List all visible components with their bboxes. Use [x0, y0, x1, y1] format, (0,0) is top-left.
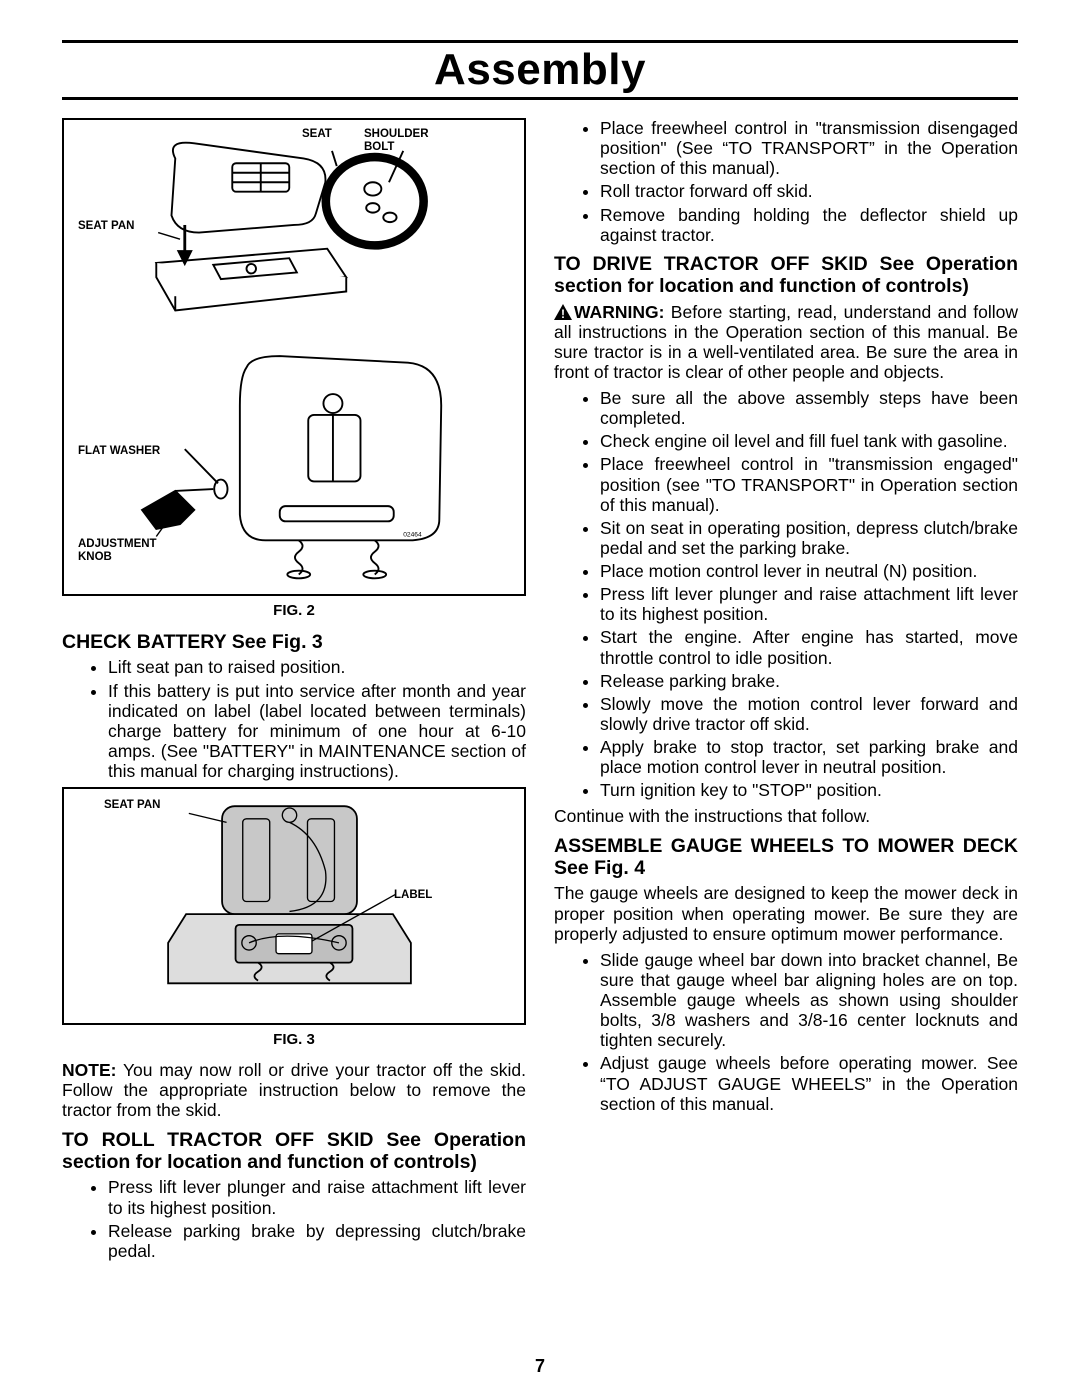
- figure-3-caption: FIG. 3: [62, 1031, 526, 1048]
- gauge-wheels-heading: ASSEMBLE GAUGE WHEELS TO MOWER DECK See …: [554, 835, 1018, 880]
- warning-icon: !: [554, 304, 572, 320]
- list-item: Check engine oil level and fill fuel tan…: [600, 431, 1018, 451]
- list-item: Roll tractor forward off skid.: [600, 181, 1018, 201]
- page-number: 7: [0, 1356, 1080, 1377]
- page-title: Assembly: [62, 45, 1018, 97]
- drive-off-skid-list: Be sure all the above assembly steps hav…: [554, 388, 1018, 800]
- list-item: Start the engine. After engine has start…: [600, 627, 1018, 667]
- note-label: NOTE:: [62, 1060, 116, 1080]
- fig2-label-seat-pan: SEAT PAN: [78, 220, 134, 233]
- list-item: Place freewheel control in "transmission…: [600, 454, 1018, 514]
- list-item: Release parking brake by depressing clut…: [108, 1221, 526, 1261]
- gauge-wheels-list: Slide gauge wheel bar down into bracket …: [554, 950, 1018, 1114]
- fig2-label-shoulder-bolt: SHOULDER BOLT: [364, 128, 434, 153]
- list-item: Be sure all the above assembly steps hav…: [600, 388, 1018, 428]
- list-item: Remove banding holding the deflector shi…: [600, 205, 1018, 245]
- left-column: SEAT SHOULDER BOLT SEAT PAN FLAT WASHER …: [62, 118, 526, 1267]
- check-battery-list: Lift seat pan to raised position. If thi…: [62, 657, 526, 781]
- fig2-label-adjustment-knob: ADJUSTMENT KNOB: [78, 538, 168, 563]
- two-column-layout: SEAT SHOULDER BOLT SEAT PAN FLAT WASHER …: [62, 118, 1018, 1267]
- svg-text:02464: 02464: [403, 532, 422, 539]
- list-item: Press lift lever plunger and raise attac…: [108, 1177, 526, 1217]
- rule-top: [62, 40, 1018, 43]
- warning-label: WARNING:: [574, 302, 664, 322]
- fig2-label-seat: SEAT: [302, 128, 332, 141]
- list-item: Turn ignition key to "STOP" position.: [600, 780, 1018, 800]
- svg-text:!: !: [561, 307, 565, 320]
- list-item: If this battery is put into service afte…: [108, 681, 526, 782]
- fig3-label-label: LABEL: [394, 889, 432, 902]
- figure-3-svg: [74, 799, 514, 1013]
- rule-bottom: [62, 97, 1018, 100]
- warning-paragraph: ! WARNING: Before starting, read, unders…: [554, 302, 1018, 383]
- list-item: Sit on seat in operating position, depre…: [600, 518, 1018, 558]
- figure-2-svg: 02464: [74, 130, 514, 584]
- list-item: Slide gauge wheel bar down into bracket …: [600, 950, 1018, 1051]
- fig2-label-flat-washer: FLAT WASHER: [78, 445, 160, 458]
- check-battery-heading: CHECK BATTERY See Fig. 3: [62, 631, 526, 653]
- roll-off-skid-list: Press lift lever plunger and raise attac…: [62, 1177, 526, 1261]
- top-continuation-list: Place freewheel control in "transmission…: [554, 118, 1018, 245]
- continue-text: Continue with the instructions that foll…: [554, 806, 1018, 826]
- figure-2-caption: FIG. 2: [62, 602, 526, 619]
- list-item: Release parking brake.: [600, 671, 1018, 691]
- page-root: Assembly SEAT SHOULDER BOLT SEAT PAN FLA…: [0, 0, 1080, 1297]
- roll-off-skid-heading: TO ROLL TRACTOR OFF SKID See Op­eration …: [62, 1129, 526, 1174]
- figure-3-box: SEAT PAN LABEL: [62, 787, 526, 1025]
- gauge-wheels-intro: The gauge wheels are designed to keep th…: [554, 883, 1018, 943]
- fig3-label-seat-pan: SEAT PAN: [104, 799, 160, 812]
- right-column: Place freewheel control in "transmission…: [554, 118, 1018, 1267]
- list-item: Apply brake to stop tractor, set parking…: [600, 737, 1018, 777]
- figure-2-box: SEAT SHOULDER BOLT SEAT PAN FLAT WASHER …: [62, 118, 526, 596]
- list-item: Lift seat pan to raised position.: [108, 657, 526, 677]
- list-item: Press lift lever plunger and raise attac…: [600, 584, 1018, 624]
- list-item: Slowly move the motion control lever for…: [600, 694, 1018, 734]
- list-item: Adjust gauge wheels before operating mow…: [600, 1053, 1018, 1113]
- drive-off-skid-heading: TO DRIVE TRACTOR OFF SKID See Op­eration…: [554, 253, 1018, 298]
- note-text: You may now roll or drive your tractor o…: [62, 1060, 526, 1120]
- list-item: Place motion control lever in neutral (N…: [600, 561, 1018, 581]
- note-paragraph: NOTE: You may now roll or drive your tra…: [62, 1060, 526, 1120]
- list-item: Place freewheel control in "transmission…: [600, 118, 1018, 178]
